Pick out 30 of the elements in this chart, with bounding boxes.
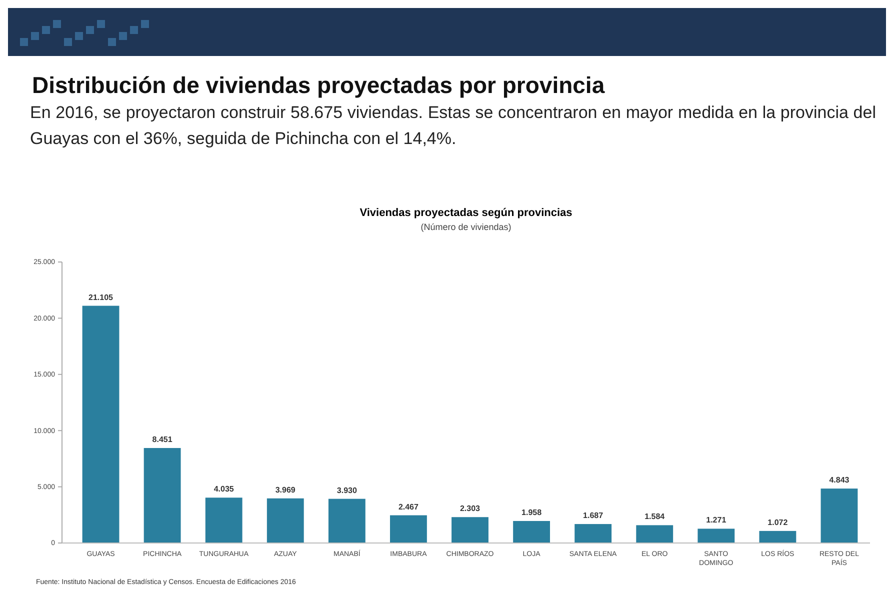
- data-label: 1.958: [522, 508, 542, 517]
- data-label: 1.072: [768, 518, 788, 527]
- data-label: 4.035: [214, 484, 234, 494]
- data-label: 1.584: [644, 512, 666, 522]
- bar: [574, 524, 612, 543]
- bar: [205, 498, 242, 543]
- data-label: 2.303: [460, 504, 481, 514]
- data-label: 3.930: [336, 486, 358, 495]
- bar: [452, 517, 488, 543]
- data-label: 8.451: [152, 435, 173, 444]
- data-label: 3.969: [275, 485, 296, 494]
- data-label: 2.467: [398, 502, 420, 512]
- bar: [390, 515, 427, 543]
- chart-title: Distribución de viviendas proyectadas por provincia: [32, 72, 605, 98]
- bar: [820, 488, 858, 543]
- data-label: 1.687: [583, 511, 604, 520]
- bar: [328, 498, 366, 543]
- text: (Número de viviendas): [420, 222, 512, 232]
- data-label: 1.271: [706, 516, 727, 525]
- chart-subtitle: En 2016, se proyectaron construir 58.675 viviendas. Estas se concentraron en mayor medida en la provincia del Guayas con el 36%, seguida de Pichincha con el 14,4%.: [30, 102, 876, 150]
- text: Viviendas proyectadas según provincias: [360, 207, 572, 219]
- bar: [698, 528, 735, 543]
- data-label: 21.105: [88, 292, 114, 302]
- bar: [82, 306, 120, 543]
- bar: [636, 525, 674, 543]
- bar: [513, 520, 550, 543]
- bar: [266, 498, 304, 543]
- bar: [144, 448, 181, 543]
- bar: [759, 530, 796, 543]
- data-label: 4.843: [829, 476, 850, 485]
